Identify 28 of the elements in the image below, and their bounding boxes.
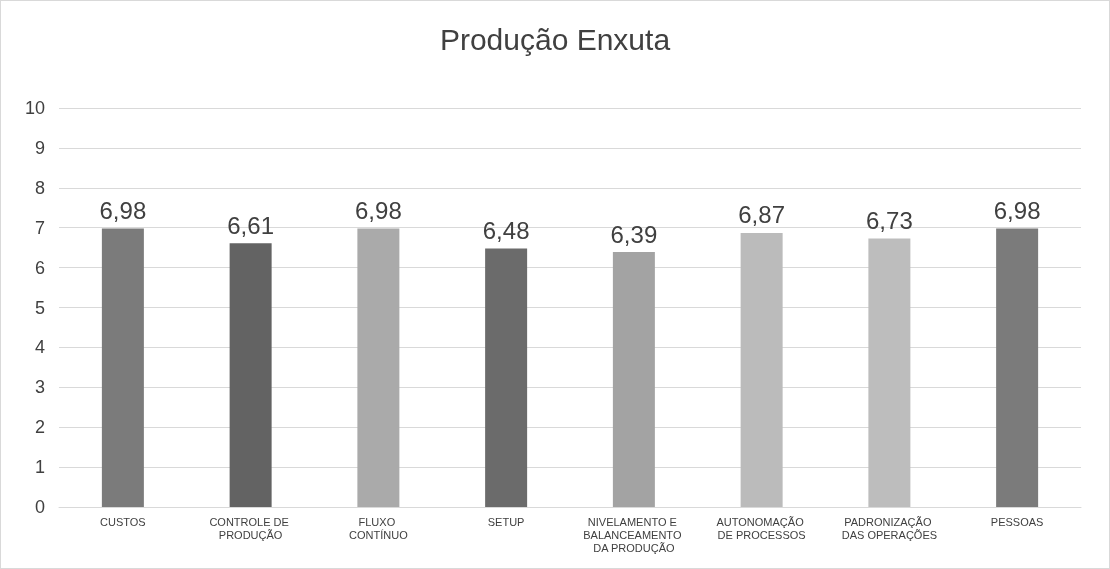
- chart-title: Produção Enxuta: [439, 22, 671, 56]
- y-tick-label: 6: [34, 257, 45, 278]
- y-tick-label: 10: [24, 98, 45, 118]
- x-tick-label: PESSOAS: [990, 515, 1044, 528]
- data-label: 6,48: [482, 216, 530, 244]
- data-label: 6,39: [610, 220, 658, 248]
- y-tick-label: 3: [34, 377, 45, 398]
- x-tick-label: PADRONIZAÇÃO DAS OPERAÇÕES: [841, 515, 938, 541]
- data-label: 6,98: [99, 197, 147, 224]
- x-tick-label: SETUP: [487, 515, 525, 528]
- y-tick-label: 8: [34, 177, 45, 198]
- data-label: 6,61: [227, 211, 274, 239]
- data-label: 6,98: [355, 197, 402, 224]
- y-tick-label: 4: [34, 337, 45, 358]
- x-tick-label: CUSTOS: [100, 515, 146, 528]
- y-tick-label: 0: [34, 497, 45, 517]
- x-tick-label: NIVELAMENTO E BALANCEAMENTO DA PRODUÇÃO: [583, 515, 685, 554]
- y-tick-label: 1: [34, 457, 45, 478]
- x-tick-label: CONTROLE DE PRODUÇÃO: [209, 515, 292, 541]
- data-label: 6,98: [993, 197, 1041, 224]
- data-label: 6,87: [738, 201, 785, 229]
- x-tick-label: FLUXO CONTÍNUO: [349, 515, 409, 541]
- data-label: 6,73: [866, 206, 913, 234]
- y-tick-label: 2: [34, 417, 45, 438]
- y-tick-label: 7: [34, 217, 45, 238]
- y-tick-label: 5: [34, 297, 45, 318]
- y-tick-label: 9: [34, 137, 45, 158]
- x-tick-label: AUTONOMAÇÃO DE PROCESSOS: [716, 515, 807, 541]
